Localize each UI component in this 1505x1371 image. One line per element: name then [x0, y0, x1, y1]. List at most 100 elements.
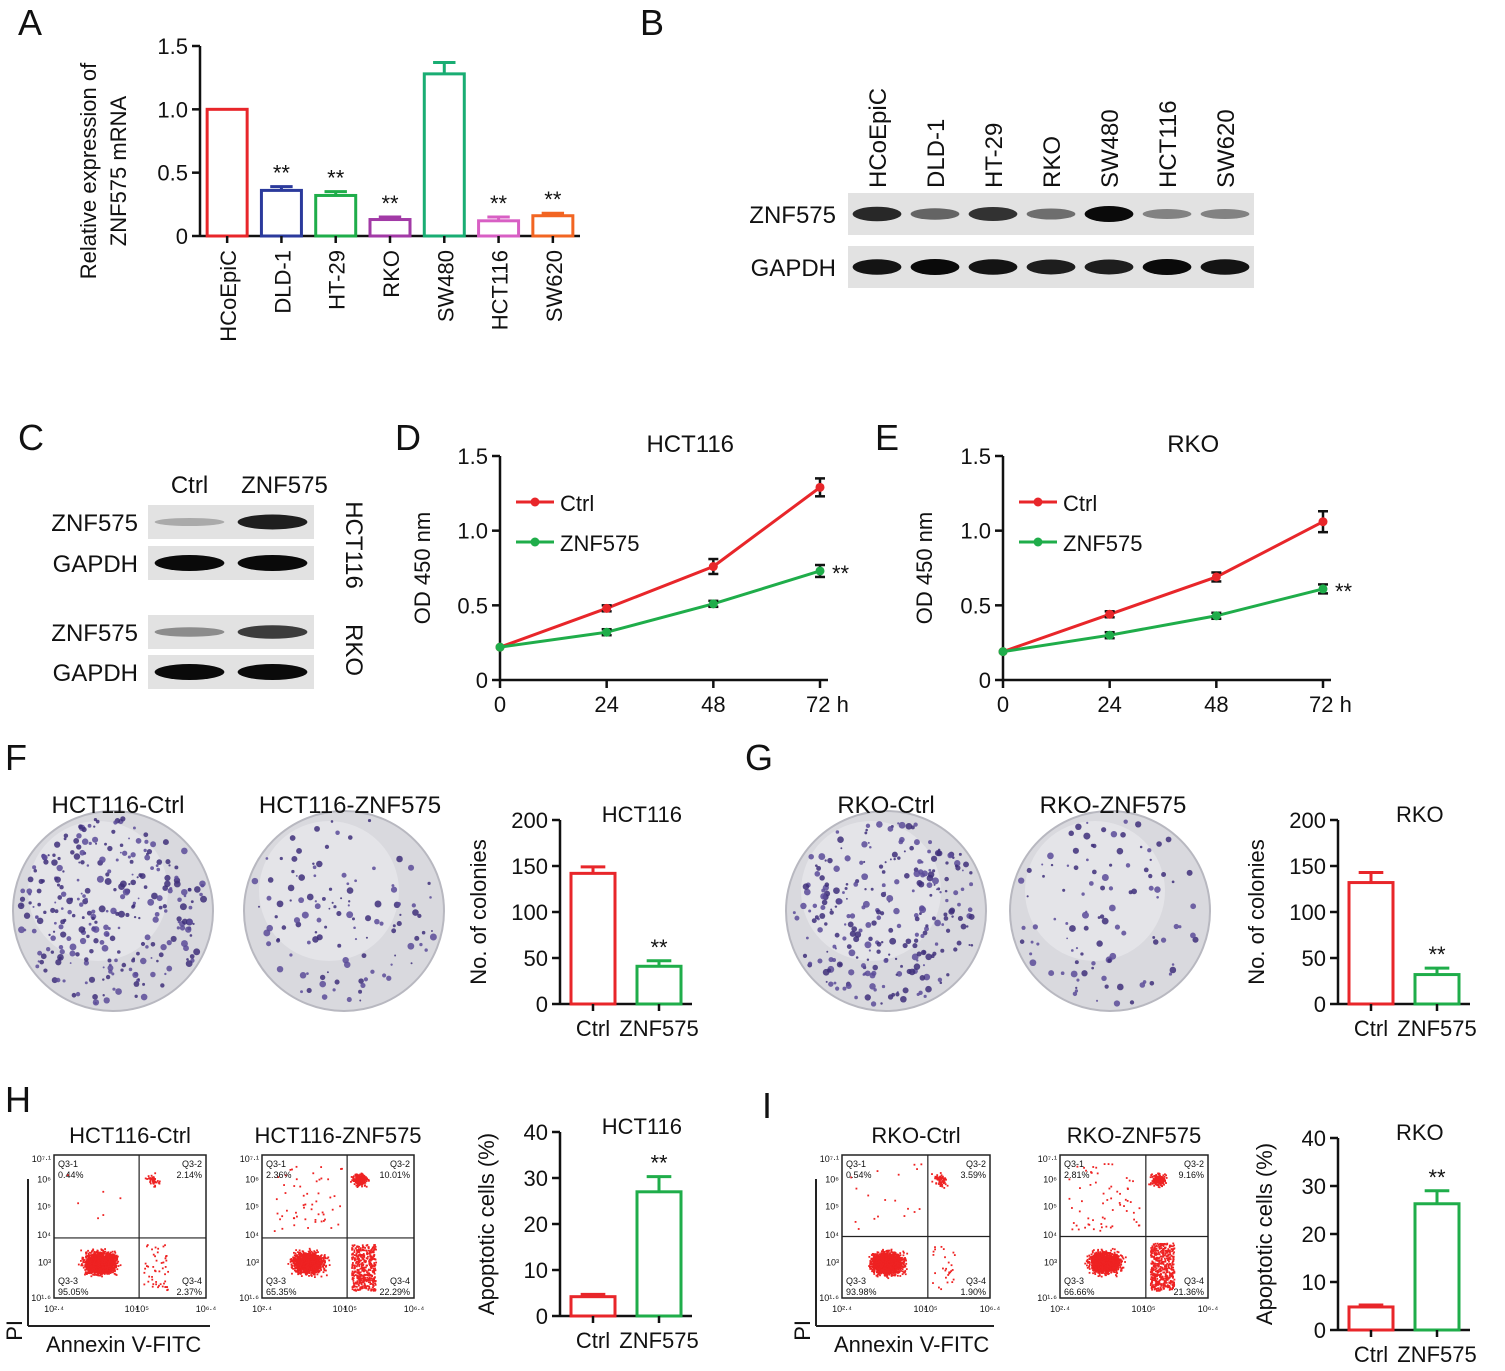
plate-hct116-znf575-colony [299, 972, 307, 979]
flow-hct116-ctrl-x-tick-label: 10²·⁴ [44, 1304, 64, 1314]
flow-hct116-znf575-event [356, 1288, 359, 1291]
flow-hct116-znf575-event [325, 1274, 328, 1277]
flow-hct116-znf575-event [310, 1250, 313, 1253]
plate-hct116-ctrl-colony [174, 875, 179, 880]
plate-hct116-ctrl-colony [135, 838, 142, 844]
flow-hct116-znf575-event [353, 1283, 355, 1285]
plate-rko-znf575-colony [1068, 830, 1074, 837]
plate-hct116-ctrl-colony [66, 936, 72, 942]
flow-hct116-znf575-event [372, 1250, 375, 1252]
flow-hct116-znf575-event [320, 1275, 323, 1278]
plate-rko-znf575-colony [1101, 975, 1107, 982]
flow-hct116-ctrl-event [116, 1268, 119, 1271]
flow-hct116-znf575-event [360, 1282, 363, 1285]
plate-hct116-znf575-colony [421, 930, 426, 935]
flow-hct116-znf575-event [363, 1270, 365, 1273]
y-tick-label: 0.5 [457, 593, 488, 618]
flow-hct116-znf575-event [356, 1174, 359, 1177]
plate-hct116-ctrl-colony [113, 820, 118, 825]
plate-rko-ctrl-colony [865, 823, 871, 829]
legend-marker [1033, 537, 1043, 547]
y-axis-label: Relative expression of [76, 62, 101, 279]
plate-rko-ctrl-colony [889, 937, 897, 945]
plate-rko-ctrl-colony [927, 849, 931, 854]
plate-rko-ctrl-colony [883, 891, 886, 894]
plate-hct116-ctrl-colony [158, 905, 163, 910]
plate-label: HCT116-ZNF575 [259, 792, 441, 819]
series-line-ctrl [1002, 520, 1324, 654]
blot-gapdh-band [910, 259, 960, 275]
plate-hct116-ctrl-colony [84, 957, 89, 962]
flow-hct116-znf575-event [368, 1268, 370, 1271]
plate-rko-znf575-colony [1083, 925, 1089, 931]
plate-rko-ctrl-colony [832, 957, 837, 962]
plate-rko-ctrl-colony [855, 956, 859, 959]
flow-hct116-znf575-event [368, 1277, 371, 1280]
plate-rko-znf575-colony [1041, 863, 1044, 866]
flow-hct116-znf575-event [353, 1244, 356, 1247]
plate-rko-znf575-colony [1114, 924, 1121, 930]
flow-hct116-znf575-event [370, 1289, 373, 1292]
x-tick-label: SW480 [433, 250, 458, 322]
plate-hct116-ctrl-colony [150, 841, 157, 848]
plate-hct116-znf575-colony [289, 835, 296, 841]
plate-hct116-ctrl-colony [132, 826, 136, 830]
plate-rko-znf575-colony [1021, 925, 1026, 930]
y-axis-label: ZNF575 mRNA [106, 95, 131, 246]
plate-hct116-ctrl-colony [33, 868, 38, 873]
plate-rko-ctrl-colony [827, 857, 833, 864]
plate-rko-ctrl-colony [867, 841, 870, 844]
plate-rko-ctrl-colony [903, 850, 906, 853]
flow-hct116-znf575-event [355, 1249, 358, 1252]
flow-hct116-znf575-event [372, 1283, 374, 1286]
plate-hct116-ctrl-colony [57, 856, 61, 861]
plate-hct116-ctrl-colony [96, 875, 104, 883]
flow-hct116-ctrl-event [104, 1257, 107, 1260]
y-tick-label: 0 [176, 224, 188, 249]
flow-hct116-ctrl-event [92, 1257, 95, 1260]
plate-hct116-ctrl-colony [69, 962, 72, 964]
plate-rko-ctrl-colony [876, 949, 881, 954]
flow-hct116-znf575-event [351, 1247, 354, 1250]
flow-hct116-ctrl-event [80, 1264, 83, 1267]
flow-hct116-ctrl-event [91, 1267, 94, 1270]
plate-hct116-znf575-colony [419, 942, 423, 947]
flow-hct116-ctrl-event [108, 1260, 111, 1263]
flow-hct116-ctrl-event [97, 1217, 99, 1220]
plate-rko-znf575-colony [1131, 888, 1138, 895]
y-tick-label: 150 [1289, 854, 1326, 879]
blot-gapdh-band [1200, 259, 1250, 275]
plate-hct116-ctrl-colony [128, 837, 131, 840]
plate-rko-ctrl-colony [934, 942, 939, 946]
flow-hct116-znf575-event [289, 1168, 292, 1171]
flow-hct116-ctrl-event [152, 1176, 155, 1178]
flow-hct116-znf575-event [368, 1261, 371, 1264]
plate-rko-ctrl-colony [837, 898, 843, 905]
flow-hct116-znf575-event [321, 1260, 323, 1263]
flow-hct116-znf575-event [304, 1254, 307, 1257]
plate-hct116-ctrl-colony [53, 921, 57, 925]
flow-hct116-ctrl-event [161, 1267, 164, 1270]
plate-hct116-znf575-colony [313, 874, 317, 878]
plate-hct116-znf575-colony [346, 887, 354, 894]
plate-rko-ctrl-colony [909, 845, 914, 851]
plate-hct116-znf575-colony [394, 954, 397, 957]
flow-hct116-znf575-event [359, 1271, 362, 1274]
plate-hct116-ctrl-colony [70, 850, 75, 855]
flow-hct116-znf575-event [359, 1248, 362, 1251]
plate-hct116-ctrl-colony [69, 950, 76, 957]
flow-hct116-ctrl-event [91, 1269, 94, 1272]
plate-rko-znf575-colony [1139, 982, 1146, 988]
plate-hct116-ctrl-colony [128, 883, 131, 886]
flow-hct116-znf575-event [369, 1261, 372, 1264]
plate-rko-ctrl-colony [889, 858, 892, 861]
plate-hct116-ctrl-colony [59, 885, 64, 890]
plate-rko-znf575-colony [1147, 848, 1152, 853]
flow-hct116-ctrl-event [156, 1251, 159, 1254]
plate-rko-znf575-colony [1165, 836, 1172, 843]
plate-hct116-znf575-colony [358, 978, 364, 984]
plate-rko-znf575-colony [1062, 888, 1066, 892]
flow-hct116-znf575-event [367, 1249, 370, 1252]
flow-hct116-znf575-event [362, 1246, 365, 1248]
plate-rko-znf575-colony [1085, 910, 1088, 913]
